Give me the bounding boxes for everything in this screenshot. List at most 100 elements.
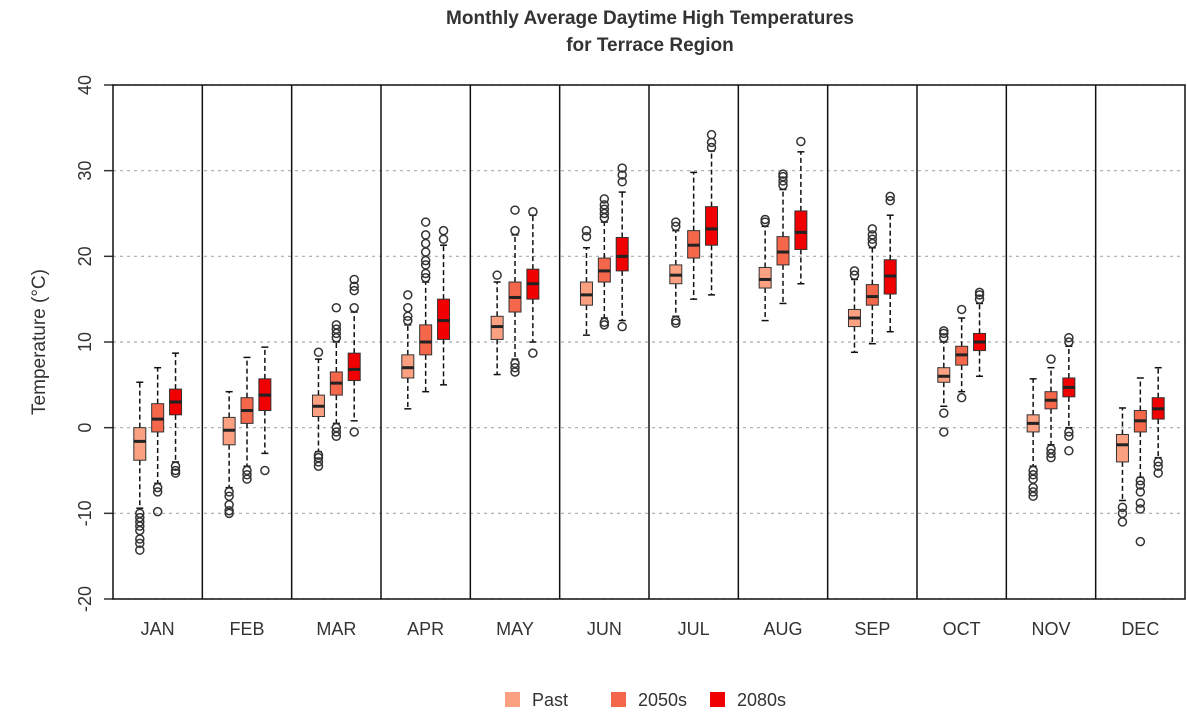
outlier [224, 506, 234, 516]
outlier [1117, 517, 1128, 527]
outlier [1046, 354, 1056, 364]
outlier [260, 465, 270, 476]
outlier [760, 214, 770, 225]
box [615, 236, 629, 272]
outlier [403, 290, 413, 300]
outlier [492, 270, 502, 280]
outlier [420, 247, 431, 257]
y-tick-label: -10 [75, 500, 95, 526]
outlier [706, 137, 717, 148]
outlier [867, 234, 878, 244]
outlier [939, 408, 949, 418]
outlier [135, 534, 145, 544]
y-tick-label: -20 [75, 586, 95, 612]
legend-swatch [611, 692, 626, 707]
outlier [599, 200, 610, 210]
outlier [599, 204, 610, 214]
outlier [403, 302, 413, 313]
outlier [1064, 337, 1074, 347]
outlier [152, 487, 163, 497]
outlier [885, 195, 895, 206]
outlier [1135, 536, 1146, 547]
outlier [617, 170, 627, 180]
outlier [313, 347, 324, 358]
outlier [438, 225, 449, 236]
outlier [349, 285, 359, 296]
outlier [885, 191, 895, 202]
outlier [224, 487, 234, 497]
box [758, 266, 772, 289]
outlier [778, 176, 788, 186]
box [133, 427, 147, 461]
outlier [778, 169, 788, 179]
outlier [349, 427, 359, 437]
outlier [135, 521, 145, 531]
outlier [706, 142, 717, 153]
outlier [974, 290, 985, 300]
box [419, 324, 433, 356]
outlier [867, 230, 878, 240]
outlier [599, 320, 610, 330]
outlier [1064, 446, 1074, 456]
outlier [170, 465, 181, 476]
outlier [510, 362, 520, 373]
outlier [1135, 498, 1146, 508]
outlier [528, 207, 538, 217]
legend-swatch [505, 692, 520, 707]
legend-label: 2050s [638, 690, 687, 710]
outlier [760, 217, 770, 227]
box [1115, 434, 1129, 463]
outlier [849, 266, 860, 276]
y-tick-label: 0 [75, 423, 95, 433]
outlier [1117, 502, 1128, 513]
outlier [1028, 487, 1038, 497]
outlier [242, 474, 252, 484]
y-tick-label: 10 [75, 332, 95, 352]
y-tick-label: 30 [75, 161, 95, 181]
outlier [849, 270, 860, 280]
x-tick-label: OCT [943, 619, 981, 639]
box [865, 284, 879, 306]
outlier [331, 431, 342, 441]
chart-title: Monthly Average Daytime High Temperature… [446, 8, 854, 29]
x-tick-label: AUG [763, 619, 802, 639]
x-tick-label: SEP [854, 619, 890, 639]
outlier [510, 367, 520, 377]
outlier [1046, 448, 1056, 459]
outlier [403, 315, 413, 326]
outlier [1135, 480, 1146, 490]
outlier [224, 508, 234, 519]
outlier [420, 217, 431, 227]
y-tick-label: 40 [75, 75, 95, 95]
outlier [796, 136, 806, 147]
x-tick-label: NOV [1031, 619, 1070, 639]
outlier [1064, 427, 1074, 437]
plot-frame [112, 84, 1186, 600]
outlier [510, 205, 520, 215]
x-tick-label: MAR [316, 619, 356, 639]
outlier [599, 194, 610, 204]
y-tick-label: 20 [75, 246, 95, 266]
outlier [671, 315, 681, 326]
outlier [331, 320, 342, 330]
outlier [974, 287, 985, 298]
outlier [706, 129, 717, 140]
outlier [1028, 491, 1038, 501]
x-tick-label: APR [407, 619, 444, 639]
x-tick-label: JAN [141, 619, 175, 639]
outlier [510, 225, 520, 236]
x-tick-label: DEC [1121, 619, 1159, 639]
outlier [956, 304, 967, 315]
outlier [939, 427, 949, 437]
outlier [581, 231, 592, 242]
outlier [671, 318, 681, 328]
outlier [349, 281, 359, 292]
outlier [1135, 504, 1146, 514]
x-tick-label: FEB [229, 619, 264, 639]
outlier [331, 302, 342, 313]
outlier [1135, 487, 1146, 497]
outlier [581, 225, 592, 236]
outlier [1046, 452, 1056, 463]
outlier [778, 171, 788, 182]
